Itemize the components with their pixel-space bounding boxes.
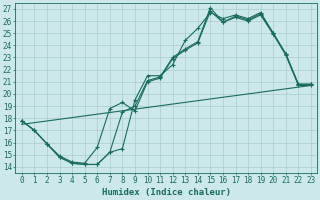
X-axis label: Humidex (Indice chaleur): Humidex (Indice chaleur) — [102, 188, 231, 197]
